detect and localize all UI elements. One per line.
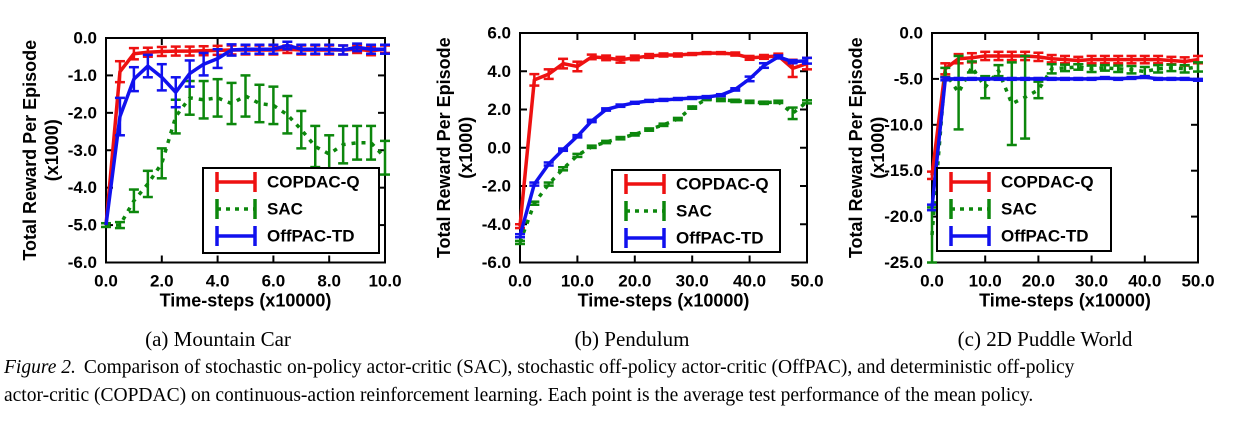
svg-text:20.0: 20.0 <box>618 272 651 291</box>
svg-text:-5.0: -5.0 <box>68 216 97 235</box>
svg-text:10.0: 10.0 <box>368 272 401 291</box>
svg-text:0.0: 0.0 <box>508 272 532 291</box>
svg-text:0.0: 0.0 <box>899 24 923 43</box>
svg-text:-5.0: -5.0 <box>894 69 923 88</box>
svg-text:4.0: 4.0 <box>487 62 511 81</box>
chart-pendulum: 0.0 10.0 20.0 30.0 40.0 50.0 6.0 4.0 2.0 0.0 -2.0 -… <box>434 24 824 311</box>
svg-text:Time-steps (x10000): Time-steps (x10000) <box>979 290 1151 310</box>
svg-text:Total Reward Per Episode: Total Reward Per Episode <box>20 40 40 261</box>
svg-text:-1.0: -1.0 <box>68 66 97 85</box>
svg-text:2.0: 2.0 <box>487 100 511 119</box>
svg-text:-3.0: -3.0 <box>68 141 97 160</box>
svg-text:6.0: 6.0 <box>262 272 286 291</box>
svg-text:2.0: 2.0 <box>150 272 174 291</box>
svg-text:0.0: 0.0 <box>94 272 118 291</box>
svg-text:Total Reward Per Episode: Total Reward Per Episode <box>846 37 866 258</box>
svg-text:8.0: 8.0 <box>317 272 341 291</box>
figure-caption-text: Comparison of stochastic on-policy actor… <box>83 357 1075 378</box>
svg-text:10.0: 10.0 <box>969 272 1002 291</box>
svg-text:OffPAC-TD: OffPAC-TD <box>267 227 355 246</box>
svg-text:(x1000): (x1000) <box>42 119 62 181</box>
svg-text:50.0: 50.0 <box>790 272 823 291</box>
chart-2d-puddle-world: 0.0 10.0 20.0 30.0 40.0 50.0 0.0 -5.0 -10.0 -15.0… <box>846 24 1215 311</box>
svg-text:Time-steps (x10000): Time-steps (x10000) <box>578 290 750 310</box>
svg-text:SAC: SAC <box>1001 200 1037 219</box>
chart-mountain-car: 0.0 2.0 4.0 6.0 8.0 10.0 0.0 -1.0 -2.0 -3.0 -4.0 -5… <box>20 29 402 311</box>
svg-text:0.0: 0.0 <box>73 29 97 48</box>
svg-text:(x1000): (x1000) <box>868 117 888 179</box>
svg-text:0.0: 0.0 <box>487 138 511 157</box>
svg-text:-10.0: -10.0 <box>884 115 923 134</box>
svg-text:-2.0: -2.0 <box>68 103 97 122</box>
subcaption-b: (b) Pendulum <box>574 327 690 351</box>
svg-text:COPDAC-Q: COPDAC-Q <box>676 175 769 194</box>
svg-text:20.0: 20.0 <box>1022 272 1055 291</box>
svg-text:-6.0: -6.0 <box>68 253 97 272</box>
svg-text:SAC: SAC <box>267 200 303 219</box>
figure-caption-line1: Figure 2. Comparison of stochastic on-pol… <box>4 357 1241 379</box>
svg-text:OffPAC-TD: OffPAC-TD <box>676 229 764 248</box>
subcaption-c: (c) 2D Puddle World <box>957 327 1133 351</box>
figure-caption-line2: actor-critic (COPDAC) on continuous-acti… <box>4 385 1034 406</box>
svg-text:-4.0: -4.0 <box>68 178 97 197</box>
svg-text:30.0: 30.0 <box>1075 272 1108 291</box>
svg-text:10.0: 10.0 <box>561 272 594 291</box>
svg-text:OffPAC-TD: OffPAC-TD <box>1001 227 1089 246</box>
svg-text:Time-steps (x10000): Time-steps (x10000) <box>160 290 332 310</box>
svg-text:COPDAC-Q: COPDAC-Q <box>267 173 360 192</box>
figure-caption-prefix: Figure 2. <box>4 357 76 378</box>
svg-text:(x1000): (x1000) <box>456 117 476 179</box>
svg-text:Total Reward Per Episode: Total Reward Per Episode <box>434 37 454 258</box>
svg-text:6.0: 6.0 <box>487 24 511 43</box>
svg-text:40.0: 40.0 <box>733 272 766 291</box>
svg-text:-2.0: -2.0 <box>482 177 511 196</box>
svg-text:SAC: SAC <box>676 202 712 221</box>
subcaption-a: (a) Mountain Car <box>145 327 291 351</box>
svg-text:-20.0: -20.0 <box>884 207 923 226</box>
svg-text:30.0: 30.0 <box>676 272 709 291</box>
svg-text:0.0: 0.0 <box>920 272 944 291</box>
svg-text:50.0: 50.0 <box>1181 272 1214 291</box>
svg-text:-6.0: -6.0 <box>482 253 511 272</box>
svg-text:-4.0: -4.0 <box>482 215 511 234</box>
svg-text:4.0: 4.0 <box>206 272 230 291</box>
svg-text:-15.0: -15.0 <box>884 161 923 180</box>
svg-text:-25.0: -25.0 <box>884 253 923 272</box>
svg-text:COPDAC-Q: COPDAC-Q <box>1001 173 1094 192</box>
svg-text:40.0: 40.0 <box>1128 272 1161 291</box>
